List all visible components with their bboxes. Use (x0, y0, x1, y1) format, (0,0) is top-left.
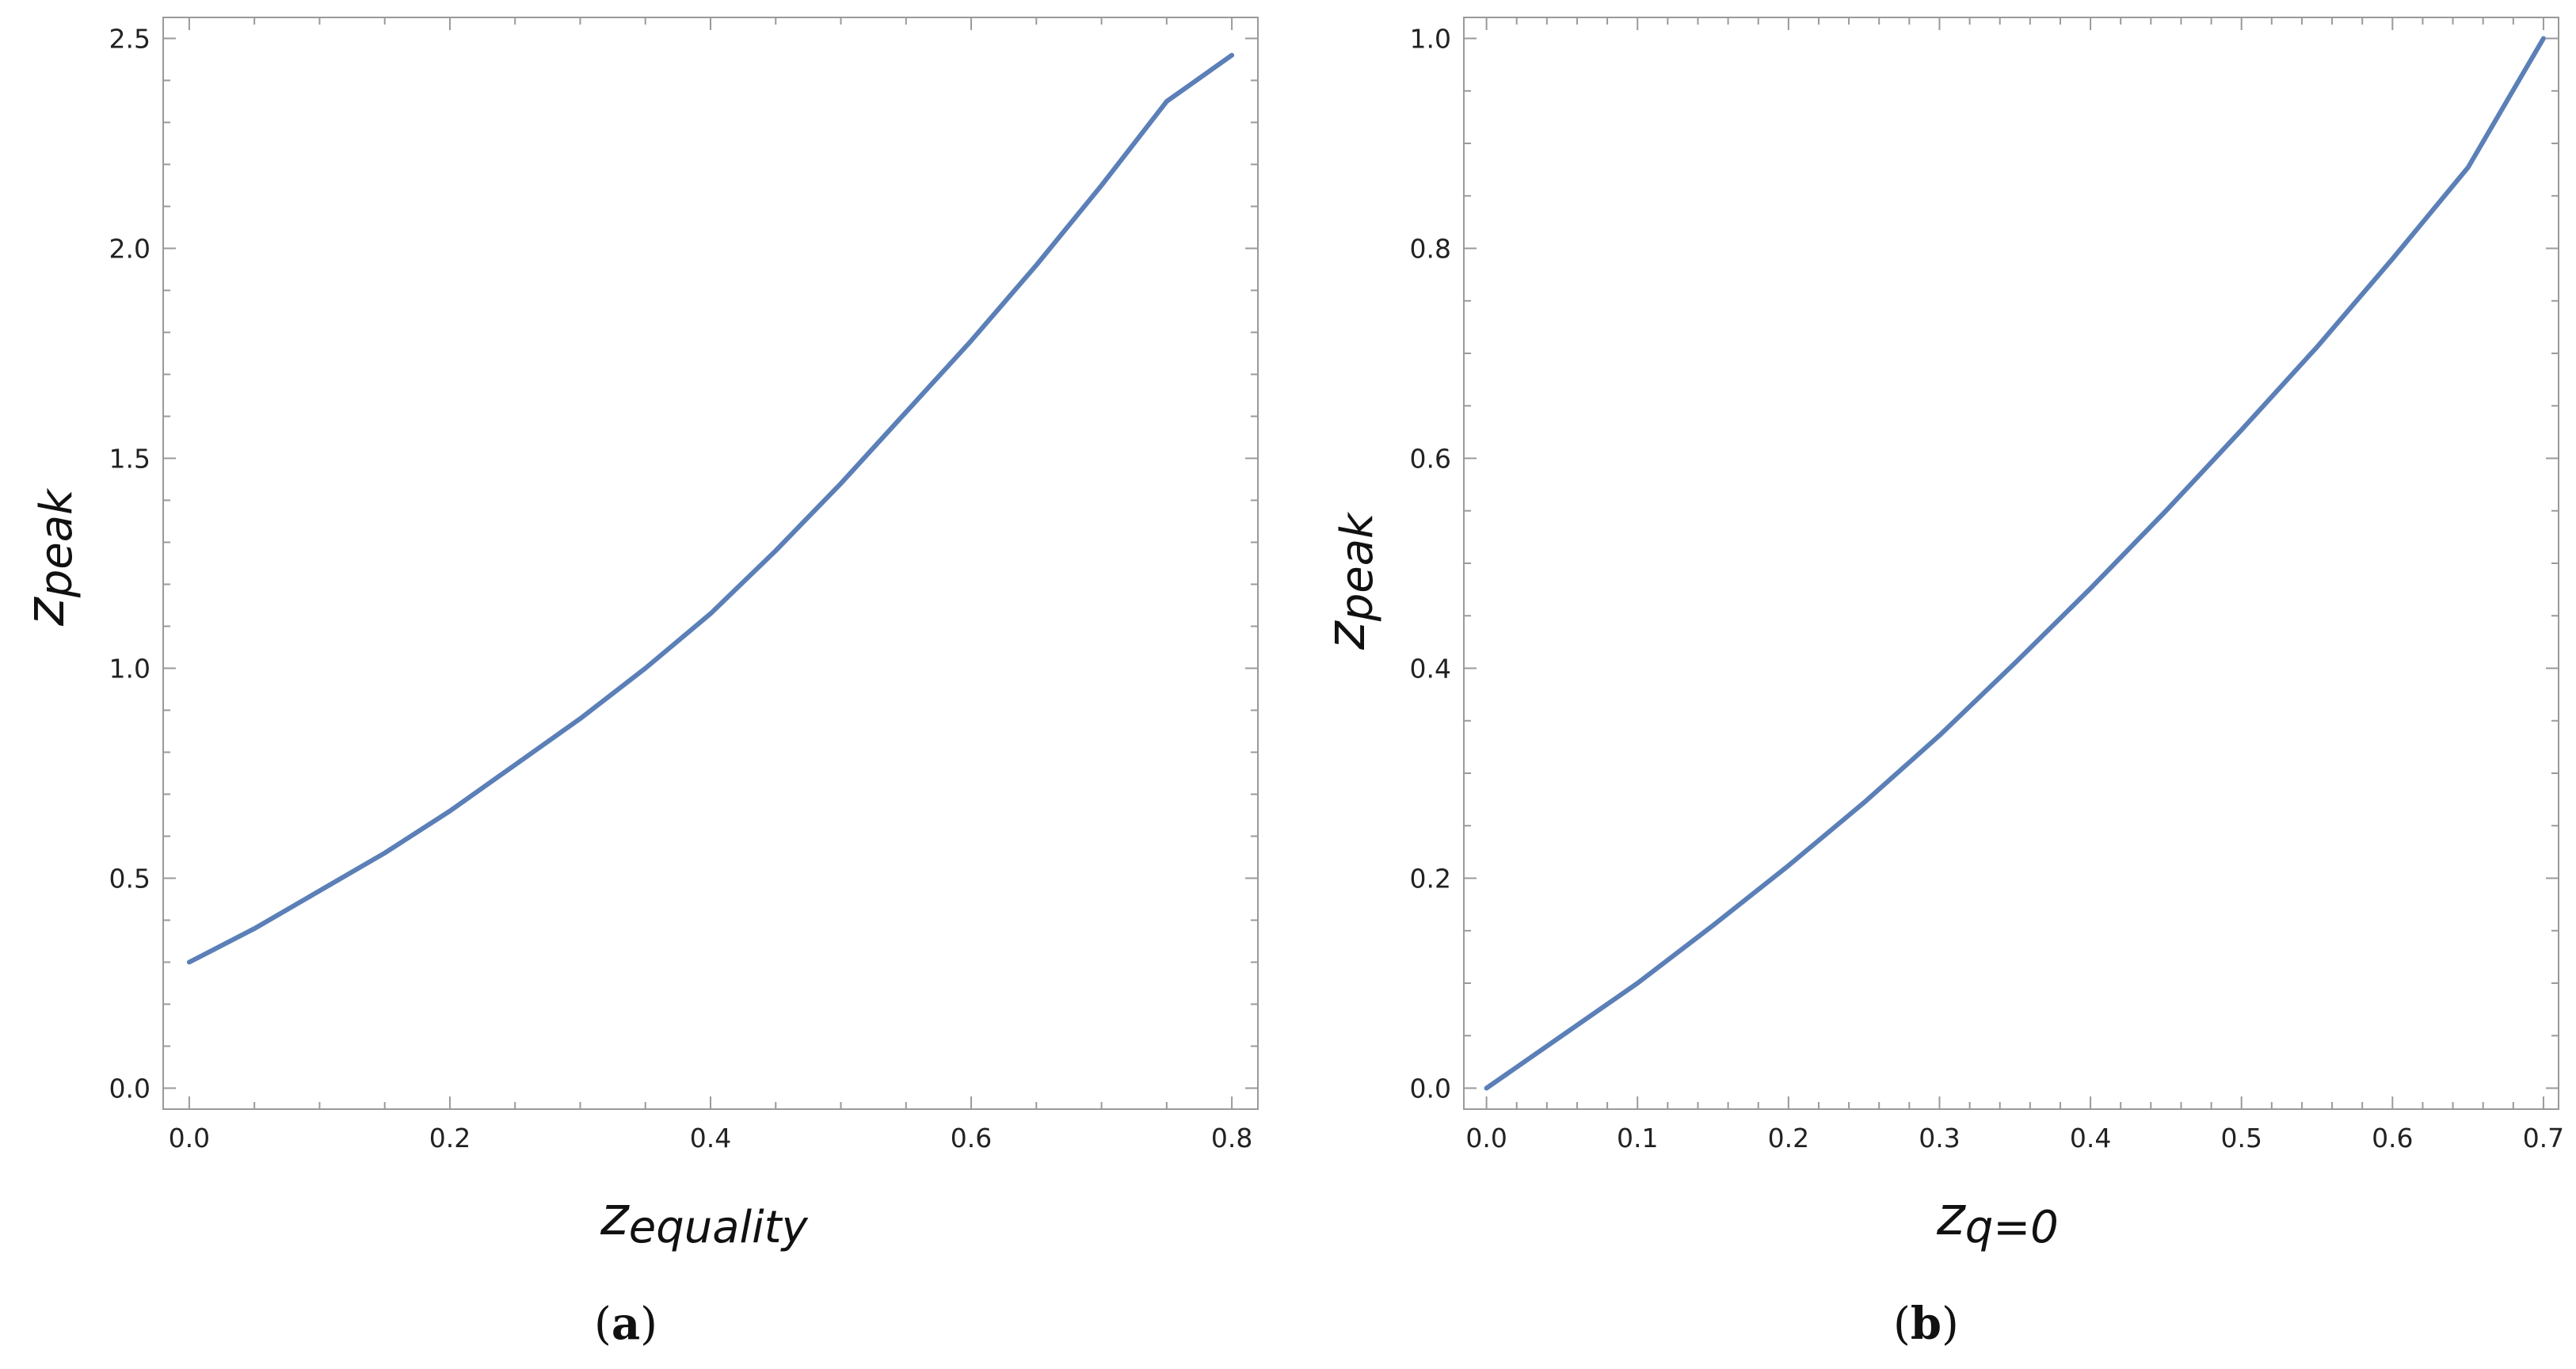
panel-b: 0.0 0.1 0.2 0.3 0.4 0.5 0.6 0.7 0.0 0.2 0.4 0.6 0.8 1… (1315, 17, 2564, 1350)
panel-b-x-tick-label: 0.4 (2070, 1123, 2111, 1154)
panel-b-x-tick-label: 0.3 (1919, 1123, 1960, 1154)
panel-b-y-tick-label: 0.4 (1410, 654, 1451, 684)
panel-a-y-tick-label: 0.0 (109, 1073, 151, 1104)
panel-a-y-tick-label: 1.0 (109, 654, 151, 684)
panel-a-x-tick-label: 0.6 (951, 1123, 992, 1154)
panel-a-x-tick-label: 0.0 (169, 1123, 210, 1154)
panel-b-y-tick-label: 0.8 (1410, 234, 1451, 265)
panel-b-x-tick-label: 0.0 (1465, 1123, 1507, 1154)
panel-a-y-tick-label: 1.5 (109, 444, 151, 475)
panel-b-x-tick-label: 0.6 (2372, 1123, 2413, 1154)
panel-b-y-tick-label: 0.2 (1410, 864, 1451, 894)
panel-b-caption: (b) (1893, 1298, 1959, 1350)
panel-a-x-tick-label: 0.2 (429, 1123, 471, 1154)
panel-a-caption: (a) (594, 1298, 657, 1350)
panel-a-x-tick-label: 0.4 (690, 1123, 731, 1154)
panel-a-y-tick-label: 0.5 (109, 864, 151, 894)
panel-b-y-tick-label: 1.0 (1410, 24, 1451, 55)
panel-a-y-tick-label: 2.0 (109, 234, 151, 265)
panel-b-ticks (1464, 17, 2559, 1109)
panel-a-tick-labels: 0.0 0.2 0.4 0.6 0.8 0.0 0.5 1.0 1.5 2.0 2.5 (109, 24, 1253, 1154)
panel-a: 0.0 0.2 0.4 0.6 0.8 0.0 0.5 1.0 1.5 2.0 2.5 zequal… (14, 17, 1259, 1350)
panel-b-x-tick-label: 0.5 (2220, 1123, 2262, 1154)
panel-a-y-tick-label: 2.5 (109, 24, 151, 55)
panel-b-series-line (1484, 36, 2546, 1091)
panel-b-x-axis-label: zq=0 (1936, 1185, 2059, 1253)
panel-b-y-tick-label: 0.0 (1410, 1073, 1451, 1104)
panel-a-series-line (186, 52, 1235, 965)
panel-b-y-tick-label: 0.6 (1410, 444, 1451, 475)
panel-a-x-tick-label: 0.8 (1211, 1123, 1252, 1154)
panel-a-ticks (163, 17, 1258, 1109)
panel-b-frame (1463, 17, 2559, 1110)
panel-b-x-tick-label: 0.7 (2523, 1123, 2564, 1154)
panel-a-frame (162, 17, 1259, 1110)
panel-a-y-axis-label: zpeak (14, 487, 82, 627)
panel-b-tick-labels: 0.0 0.1 0.2 0.3 0.4 0.5 0.6 0.7 0.0 0.2 0.4 0.6 0.8 1… (1410, 24, 2565, 1154)
panel-a-x-axis-label: zequality (600, 1185, 809, 1253)
panel-b-y-axis-label: zpeak (1315, 511, 1383, 650)
panel-b-x-tick-label: 0.2 (1768, 1123, 1809, 1154)
panel-b-x-tick-label: 0.1 (1617, 1123, 1658, 1154)
